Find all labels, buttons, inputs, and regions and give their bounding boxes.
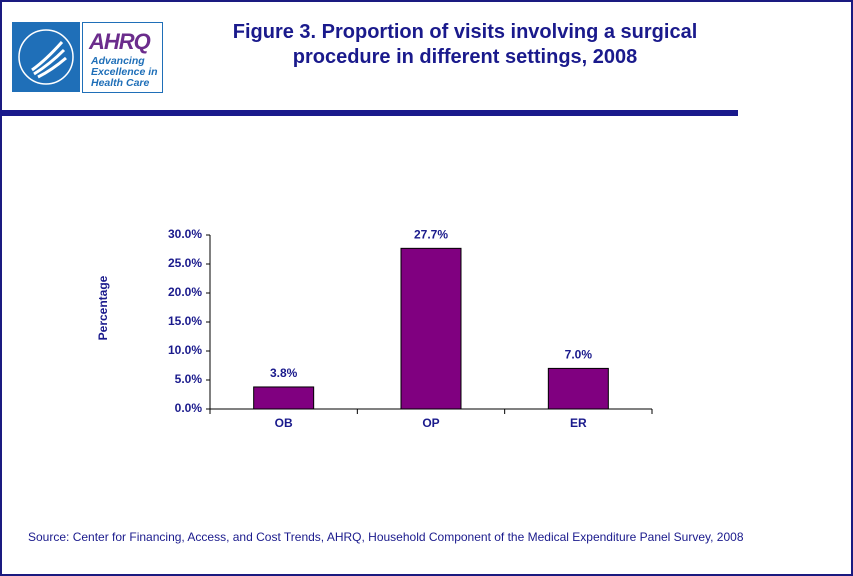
logo-name: AHRQ [89,29,151,54]
hhs-emblem [18,29,74,85]
data-label: 27.7% [414,228,448,242]
y-tick-label: 0.0% [175,401,203,415]
x-tick-label: OB [275,416,293,430]
data-label: 7.0% [565,348,593,362]
header-rule [0,110,738,116]
bar [547,367,609,410]
y-axis-label: Percentage [96,275,110,340]
ahrq-logo: AHRQ Advancing Excellence in Health Care [82,22,163,93]
logo-tagline: Advancing Excellence in Health Care [91,55,158,89]
source-note: Source: Center for Financing, Access, an… [28,530,744,544]
y-tick-label: 25.0% [168,256,202,270]
y-tick-label: 15.0% [168,314,202,328]
x-tick-label: ER [570,416,587,430]
data-label: 3.8% [270,366,298,380]
y-tick-label: 30.0% [168,227,202,241]
x-tick-label: OP [422,416,439,430]
bar [253,386,315,410]
y-tick-label: 20.0% [168,285,202,299]
chart-title: Figure 3. Proportion of visits involving… [232,21,698,68]
y-tick-label: 10.0% [168,343,202,357]
y-tick-label: 5.0% [175,372,203,386]
hhs-logo [12,22,80,92]
bar [400,247,462,410]
